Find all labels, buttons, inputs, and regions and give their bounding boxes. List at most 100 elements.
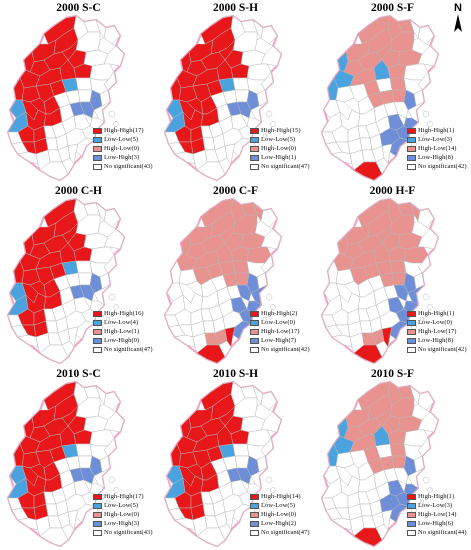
legend-label: No significant(43): [104, 163, 153, 170]
map-panel: 2010 S-F High-High(1) Low-Low(3) High-Low(1…: [314, 366, 471, 549]
province-map: [163, 14, 283, 182]
county-region: [393, 467, 409, 485]
county-region: [75, 443, 93, 457]
legend-label: No significant(42): [261, 346, 310, 353]
county-region: [391, 455, 407, 469]
map-panel: 2010 S-C High-High(17) Low-Low(5) High-Low(…: [0, 366, 157, 549]
legend-label: High-High(16): [104, 310, 144, 317]
county-region: [389, 260, 407, 274]
county-region: [393, 101, 409, 119]
legend-label: High-High(2): [261, 310, 298, 317]
island-region: [113, 121, 119, 127]
legend-high-low: High-Low(17): [250, 327, 310, 336]
legend-high-high: High-High(17): [93, 126, 153, 135]
island-region: [422, 476, 430, 484]
panel-title: 2000 S-C: [56, 2, 101, 14]
province-map: [6, 380, 126, 548]
legend-swatch: [407, 520, 416, 527]
legend-high-high: High-High(1): [407, 126, 467, 135]
county-region: [103, 208, 121, 228]
north-arrow-icon: [454, 14, 462, 32]
legend-swatch: [93, 337, 102, 344]
legend-swatch: [407, 310, 416, 317]
county-region: [260, 208, 278, 228]
north-label: N: [454, 2, 462, 14]
county-region: [79, 467, 95, 485]
legend-swatch: [407, 127, 416, 134]
north-arrow: N: [448, 2, 468, 34]
county-region: [375, 523, 389, 541]
legend-high-high: High-High(14): [250, 492, 310, 501]
map-panel: 2000 S-C High-High(17) Low-Low(5) High-Low(…: [0, 0, 157, 183]
county-region: [89, 117, 105, 131]
legend-label: High-High(1): [418, 310, 455, 317]
legend-swatch: [407, 511, 416, 518]
county-region: [246, 300, 262, 314]
county-region: [391, 272, 407, 286]
legend-high-high: High-High(16): [93, 309, 153, 318]
island-region: [105, 499, 111, 505]
legend-low-high: Low-High(1): [250, 153, 310, 162]
county-region: [393, 284, 409, 302]
county-region: [389, 77, 407, 91]
county-region: [236, 284, 252, 302]
legend-label: Low-Low(0): [261, 319, 296, 326]
legend-label: Low-High(8): [418, 154, 454, 161]
county-region: [391, 89, 407, 103]
legend-swatch: [407, 529, 416, 536]
legend-swatch: [250, 136, 259, 143]
county-region: [375, 157, 389, 175]
legend-high-low: High-Low(1): [93, 327, 153, 336]
legend-low-low: Low-Low(3): [407, 135, 467, 144]
county-region: [403, 117, 419, 131]
legend-low-low: Low-Low(5): [250, 501, 310, 510]
legend-label: Low-High(8): [418, 337, 454, 344]
county-region: [260, 25, 278, 45]
county-region: [331, 151, 353, 165]
panel-title: 2000 S-F: [370, 2, 415, 14]
legend-swatch: [93, 319, 102, 326]
island-region: [262, 133, 268, 139]
county-region: [375, 340, 389, 358]
legend-swatch: [250, 337, 259, 344]
legend-swatch: [250, 145, 259, 152]
island-region: [270, 304, 276, 310]
legend-label: Low-Low(5): [104, 502, 139, 509]
legend-swatch: [250, 163, 259, 170]
county-region: [61, 340, 75, 358]
county-region: [77, 89, 93, 103]
legend-high-low: High-Low(14): [407, 144, 467, 153]
county-region: [75, 260, 93, 274]
legend-swatch: [250, 511, 259, 518]
province-map: [320, 14, 440, 182]
island-region: [427, 121, 433, 127]
legend-high-low: High-Low(0): [93, 144, 153, 153]
legend-swatch: [407, 346, 416, 353]
legend-swatch: [93, 127, 102, 134]
legend-label: No significant(47): [104, 346, 153, 353]
county-region: [89, 300, 105, 314]
island-region: [419, 133, 425, 139]
legend-label: High-Low(14): [418, 511, 457, 518]
legend-label: No significant(47): [261, 529, 310, 536]
county-region: [77, 272, 93, 286]
legend-label: Low-High(3): [104, 520, 140, 527]
county-region: [224, 509, 236, 531]
legend-label: High-High(17): [104, 127, 144, 134]
legend-no-significant: No significant(44): [407, 528, 467, 537]
province-map: [320, 380, 440, 548]
county-region: [89, 483, 105, 497]
legend-label: Low-Low(3): [418, 136, 453, 143]
legend-label: High-High(14): [261, 493, 301, 500]
map-legend: High-High(16) Low-Low(4) High-Low(1) Low-Hi…: [93, 309, 153, 354]
panel-title: 2000 H-F: [369, 185, 416, 197]
legend-label: Low-Low(5): [104, 136, 139, 143]
county-region: [417, 208, 435, 228]
island-region: [419, 316, 425, 322]
legend-high-low: High-Low(17): [407, 327, 467, 336]
legend-swatch: [407, 502, 416, 509]
island-region: [105, 133, 111, 139]
legend-swatch: [250, 493, 259, 500]
legend-high-high: High-High(17): [93, 492, 153, 501]
legend-swatch: [407, 145, 416, 152]
